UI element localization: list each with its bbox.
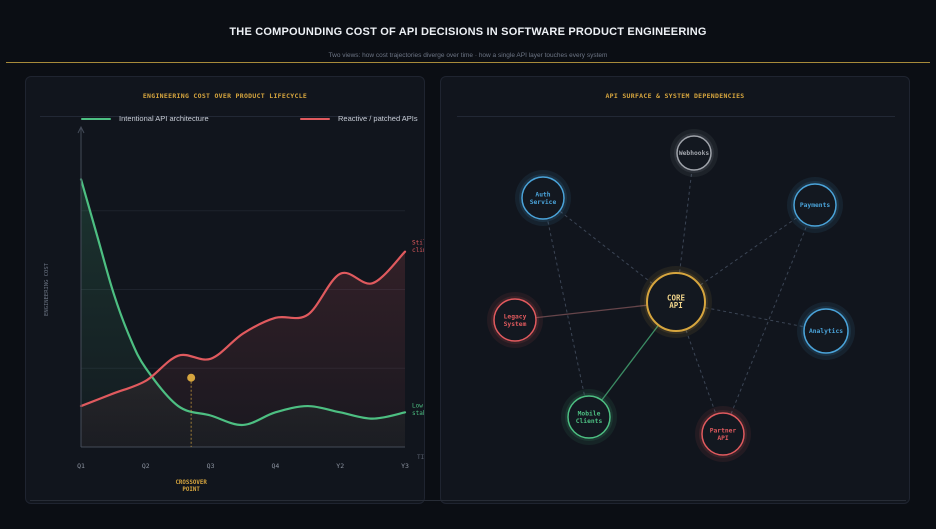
crossover-label: CROSSOVER POINT bbox=[175, 480, 207, 493]
x-tick-label: Y3 bbox=[401, 462, 409, 470]
legend-label: Intentional API architecture bbox=[119, 114, 209, 123]
edge-core-payments bbox=[675, 204, 816, 303]
node-circle bbox=[521, 176, 565, 220]
series-area-reactive bbox=[81, 251, 405, 447]
node-partner: Partner API bbox=[695, 406, 751, 462]
node-auth: Auth Service bbox=[515, 170, 571, 226]
legend-swatch-red bbox=[300, 117, 330, 120]
dependency-diagram: CORE API Webhooks Auth Service Payments Legacy… bbox=[487, 129, 855, 462]
series-end-label-reactive: Stillclimbing bbox=[412, 240, 425, 255]
edge-core-auth bbox=[542, 197, 677, 303]
x-tick-label: Q1 bbox=[77, 462, 85, 470]
node-circle bbox=[676, 135, 712, 171]
series-line-intentional bbox=[79, 178, 407, 427]
node-label: CORE API bbox=[667, 293, 686, 310]
node-label: Payments bbox=[800, 202, 831, 209]
x-tick-label: Y2 bbox=[336, 462, 344, 470]
node-label: Legacy System bbox=[504, 313, 527, 328]
node-circle bbox=[793, 183, 837, 227]
line-chart: Q1 Q2 Q3 Q4 Y2 Y3 TIME → ENGINEERING COST CROSSO… bbox=[44, 125, 425, 493]
cost-chart-panel: ENGINEERING COST OVER PRODUCT LIFECYCLE … bbox=[25, 76, 425, 504]
node-payments: Payments bbox=[787, 177, 843, 233]
node-label: Partner API bbox=[710, 427, 737, 442]
legend-swatch-green bbox=[81, 117, 111, 120]
edge-payments-partner bbox=[722, 204, 816, 435]
node-mobile: Mobile Clients bbox=[561, 389, 617, 445]
edge-auth-mobile bbox=[542, 197, 590, 418]
y-axis-label: ENGINEERING COST bbox=[44, 262, 50, 316]
edge-core-partner bbox=[675, 301, 724, 435]
node-label: Webhooks bbox=[679, 150, 710, 157]
node-webhooks: Webhooks bbox=[670, 129, 718, 177]
node-core: CORE API bbox=[640, 266, 712, 338]
dependency-diagram-panel: API SURFACE & SYSTEM DEPENDENCIES CORE AP… bbox=[440, 76, 910, 504]
legend-item-intentional: Intentional API architecture bbox=[81, 114, 209, 123]
x-tick-label: Q2 bbox=[142, 462, 150, 470]
title-divider bbox=[6, 62, 930, 63]
node-label: Analytics bbox=[809, 327, 843, 335]
node-label: Mobile Clients bbox=[576, 409, 603, 425]
crossover-point-marker bbox=[187, 373, 196, 382]
x-tick-label: Q3 bbox=[207, 462, 215, 470]
node-analytics: Analytics bbox=[797, 302, 855, 360]
diagram-title: API SURFACE & SYSTEM DEPENDENCIES bbox=[605, 92, 745, 100]
chart-title: ENGINEERING COST OVER PRODUCT LIFECYCLE bbox=[142, 92, 308, 100]
x-tick-label: Q4 bbox=[271, 462, 279, 470]
footer-divider bbox=[30, 500, 906, 501]
series-line-reactive bbox=[79, 250, 407, 408]
page-subtitle: Two views: how cost trajectories diverge… bbox=[328, 52, 608, 59]
x-axis-label: TIME → bbox=[417, 454, 425, 461]
node-circle bbox=[701, 412, 745, 456]
y-axis-arrow bbox=[77, 125, 85, 134]
node-circle bbox=[567, 395, 611, 439]
diagram-header-divider bbox=[457, 116, 895, 117]
legend-item-reactive: Reactive / patched APIs bbox=[300, 114, 418, 123]
node-label: Auth Service bbox=[530, 191, 557, 206]
node-circle bbox=[493, 298, 537, 342]
page-title: THE COMPOUNDING COST OF API DECISIONS IN… bbox=[229, 26, 707, 38]
chart-header-divider bbox=[40, 116, 412, 117]
series-end-label-intentional: Low &stable bbox=[412, 402, 425, 417]
node-circle bbox=[803, 308, 849, 354]
legend-label: Reactive / patched APIs bbox=[338, 114, 418, 123]
node-legacy: Legacy System bbox=[487, 292, 543, 348]
node-circle bbox=[646, 272, 706, 332]
